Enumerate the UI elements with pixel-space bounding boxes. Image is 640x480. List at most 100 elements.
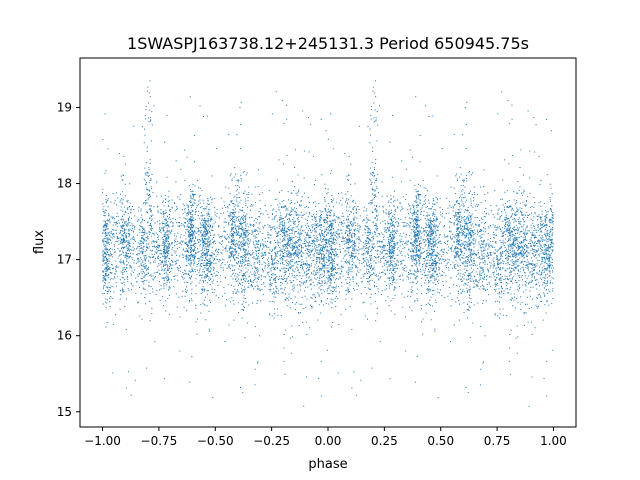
scatter-point xyxy=(427,274,429,276)
scatter-point xyxy=(376,313,378,315)
scatter-point xyxy=(294,221,295,223)
scatter-point xyxy=(415,271,417,273)
scatter-point xyxy=(171,207,173,209)
scatter-point xyxy=(510,287,512,289)
scatter-point xyxy=(338,216,340,218)
scatter-point xyxy=(149,300,151,302)
scatter-point xyxy=(120,199,122,201)
scatter-point xyxy=(104,238,106,240)
scatter-point xyxy=(124,256,126,258)
scatter-point xyxy=(393,288,395,290)
scatter-point xyxy=(252,232,254,234)
scatter-point xyxy=(351,260,353,262)
scatter-point xyxy=(315,250,317,252)
scatter-point xyxy=(443,226,445,228)
scatter-point xyxy=(278,227,280,229)
scatter-point xyxy=(469,264,471,266)
scatter-point xyxy=(240,175,242,177)
scatter-point xyxy=(312,226,314,228)
scatter-point xyxy=(357,225,359,227)
scatter-point xyxy=(522,214,524,216)
scatter-point xyxy=(325,264,327,266)
scatter-point xyxy=(273,248,275,250)
scatter-point xyxy=(501,255,503,257)
scatter-point xyxy=(143,238,145,240)
scatter-point xyxy=(280,230,282,232)
scatter-point xyxy=(214,197,216,199)
scatter-point xyxy=(386,227,388,229)
scatter-point xyxy=(534,263,536,265)
scatter-point xyxy=(311,224,313,226)
scatter-point xyxy=(191,255,193,257)
scatter-point xyxy=(290,214,292,216)
scatter-point xyxy=(250,283,252,285)
scatter-point xyxy=(301,255,303,257)
scatter-point xyxy=(470,252,472,254)
scatter-point xyxy=(292,253,294,255)
scatter-point xyxy=(356,266,358,268)
scatter-point xyxy=(320,256,322,258)
scatter-point xyxy=(283,200,285,202)
scatter-point xyxy=(252,281,254,283)
scatter-point xyxy=(463,241,465,243)
scatter-point xyxy=(232,213,234,215)
scatter-point xyxy=(484,221,486,223)
scatter-point xyxy=(326,271,328,273)
scatter-point xyxy=(267,237,269,239)
scatter-point xyxy=(405,316,407,318)
scatter-point xyxy=(411,257,413,259)
scatter-point xyxy=(234,232,236,234)
scatter-point xyxy=(120,240,122,242)
scatter-point xyxy=(500,230,502,232)
scatter-point xyxy=(248,263,250,265)
scatter-point xyxy=(369,134,371,136)
scatter-point xyxy=(234,250,236,252)
scatter-point xyxy=(195,305,197,307)
scatter-point xyxy=(272,264,274,266)
scatter-point xyxy=(233,231,235,233)
scatter-point xyxy=(535,279,537,281)
scatter-point xyxy=(462,203,464,205)
scatter-point xyxy=(175,241,177,243)
scatter-point xyxy=(141,226,143,228)
scatter-point xyxy=(235,219,237,221)
scatter-point xyxy=(355,249,357,251)
scatter-point xyxy=(115,270,117,272)
scatter-point xyxy=(147,238,149,240)
scatter-point xyxy=(334,220,336,222)
scatter-point xyxy=(430,296,432,298)
scatter-point xyxy=(471,236,473,238)
scatter-point xyxy=(350,183,352,185)
scatter-point xyxy=(551,214,553,216)
scatter-point xyxy=(286,265,288,267)
scatter-point xyxy=(298,216,300,218)
scatter-point xyxy=(335,248,337,250)
scatter-point xyxy=(103,285,105,287)
scatter-point xyxy=(388,287,390,289)
scatter-point xyxy=(275,215,277,217)
scatter-point xyxy=(470,244,472,246)
scatter-point xyxy=(362,220,364,222)
scatter-point xyxy=(124,163,126,165)
scatter-point xyxy=(507,201,509,203)
scatter-point xyxy=(197,258,199,260)
scatter-point xyxy=(353,213,355,215)
scatter-point xyxy=(474,233,476,235)
scatter-point xyxy=(380,258,382,260)
scatter-point xyxy=(448,267,450,269)
scatter-point xyxy=(190,247,192,249)
scatter-point xyxy=(473,192,475,194)
scatter-point xyxy=(426,253,428,255)
scatter-point xyxy=(497,262,499,264)
scatter-point xyxy=(353,262,355,264)
scatter-point xyxy=(306,248,308,250)
scatter-point xyxy=(398,275,400,277)
scatter-point xyxy=(544,251,546,253)
scatter-point xyxy=(391,284,393,286)
scatter-point xyxy=(432,252,434,254)
scatter-point xyxy=(547,267,549,269)
scatter-point xyxy=(485,290,487,292)
scatter-point xyxy=(231,239,233,241)
scatter-point xyxy=(287,226,289,228)
scatter-point xyxy=(446,266,448,268)
